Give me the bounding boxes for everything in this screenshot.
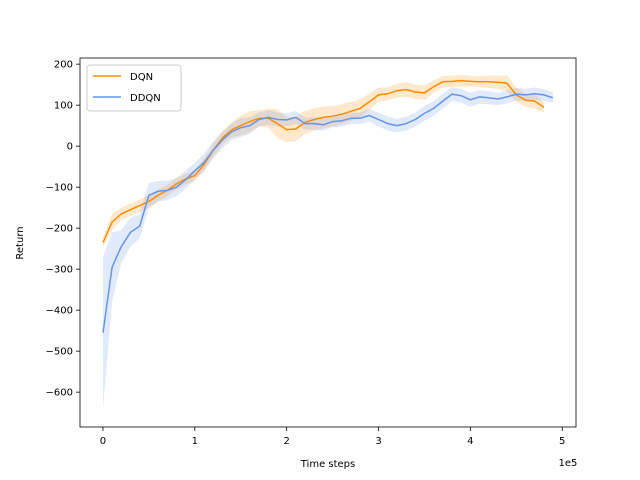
- y-tick-label-0: 200: [54, 60, 73, 71]
- legend-label-ddqn: DDQN: [130, 93, 161, 104]
- y-tick-label-5: −300: [46, 265, 73, 276]
- plot-frame: [79, 57, 577, 428]
- x-axis-label: Time steps: [300, 459, 356, 470]
- x-axis-multiplier: 1e5: [559, 458, 578, 469]
- line-ddqn: [102, 92, 554, 333]
- x-axis-ticks: 0 1 2 3 4 5: [100, 427, 565, 447]
- line-dqn: [102, 79, 545, 243]
- y-tick-label-7: −500: [46, 347, 73, 358]
- y-tick-label-8: −600: [46, 388, 73, 399]
- y-tick-label-2: 0: [67, 142, 73, 153]
- y-tick-label-6: −400: [46, 306, 73, 317]
- x-tick-label-3: 3: [375, 436, 381, 447]
- y-axis-label: Return: [15, 226, 26, 259]
- x-tick-label-2: 2: [283, 436, 289, 447]
- legend: DQN DDQN: [86, 64, 182, 112]
- confidence-bands: [103, 74, 553, 409]
- x-tick-label-1: 1: [192, 436, 198, 447]
- y-tick-label-3: −100: [46, 183, 73, 194]
- y-axis-ticks: 200 100 0 −100 −200 −300 −400 −500 −600: [46, 60, 80, 399]
- band-dqn: [103, 74, 544, 247]
- x-tick-label-0: 0: [100, 436, 106, 447]
- x-tick-label-5: 5: [559, 436, 565, 447]
- y-tick-label-1: 100: [54, 101, 73, 112]
- legend-label-dqn: DQN: [130, 72, 153, 83]
- series-lines: [102, 79, 554, 333]
- y-tick-label-4: −200: [46, 224, 73, 235]
- x-tick-label-4: 4: [467, 436, 473, 447]
